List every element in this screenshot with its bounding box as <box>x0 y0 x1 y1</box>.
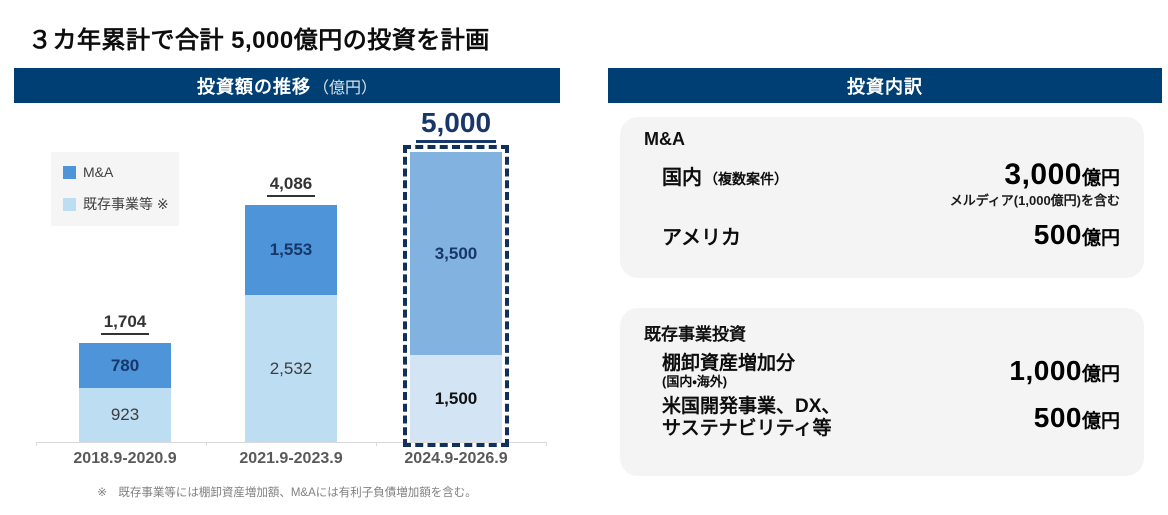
row-value: 500億円 <box>1034 219 1120 251</box>
row-label-sub: （複数案件） <box>704 170 788 187</box>
bar-value-existing: 2,532 <box>269 358 313 378</box>
breakdown-row-us-dx: 米国開発事業、DX、 サステナビリティ等 500億円 <box>644 396 1120 440</box>
bar-total-label: 1,704 <box>45 312 205 336</box>
chart-legend: M&A 既存事業等 ※ <box>51 152 179 226</box>
row-value: 1,000億円 <box>1009 355 1120 387</box>
x-axis-tick <box>376 442 377 446</box>
row-label: 棚卸資産増加分 (国内・海外) <box>662 353 795 390</box>
row-label: 国内 （複数案件） <box>662 161 788 190</box>
bar-segment-existing <box>410 355 502 442</box>
breakdown-row-inventory: 棚卸資産増加分 (国内・海外) 1,000億円 <box>644 353 1120 390</box>
forecast-dashed-outline <box>403 145 509 447</box>
row-value-unit: 億円 <box>1081 410 1120 432</box>
legend-item: M&A <box>63 164 167 180</box>
row-value: 3,000億円 <box>1004 158 1120 192</box>
chart-footnote: ※ 既存事業等には棚卸資産増加額、M&Aには有利子負債増加額を含む。 <box>97 487 477 499</box>
row-value-number: 3,000 <box>1004 158 1082 191</box>
x-axis-tick <box>546 442 547 446</box>
row-value-unit: 億円 <box>1081 364 1120 386</box>
row-label-main: 国内 <box>662 166 702 189</box>
legend-item: 既存事業等 ※ <box>63 194 169 214</box>
bar-total-label: 4,086 <box>211 174 371 198</box>
section-heading: M&A <box>644 129 685 149</box>
bar-total-value: 4,086 <box>266 174 316 198</box>
bar-segment-existing <box>79 388 171 442</box>
bar-total-value: 5,000 <box>415 107 497 143</box>
x-axis-category-label: 2018.9-2020.9 <box>73 450 177 467</box>
bar-segment-ma <box>79 343 171 389</box>
legend-swatch-icon <box>63 197 76 211</box>
bar-segment-ma <box>245 205 337 296</box>
breakdown-row-domestic: 国内 （複数案件） 3,000億円 <box>644 158 1120 192</box>
breakdown-row-america: アメリカ 500億円 <box>644 219 1120 251</box>
breakdown-panel-header: 投資内訳 <box>608 68 1162 103</box>
legend-swatch-icon <box>63 165 76 179</box>
x-axis-tick <box>36 442 37 446</box>
bar-value-ma: 3,500 <box>434 243 478 263</box>
bar-total-label: 5,000 <box>376 107 536 143</box>
bar-segment-existing <box>245 295 337 442</box>
row-value: 500億円 <box>1034 402 1120 434</box>
stacked-bar-chart: M&A 既存事業等 ※ ※ 既存事業等には棚卸資産増加額、M&Aには有利子負債増加… <box>14 103 560 508</box>
bar-total-value: 1,704 <box>100 312 150 336</box>
row-label-sub: (国内・海外) <box>662 373 728 389</box>
bar-value-ma: 1,553 <box>269 240 313 260</box>
x-axis-line <box>36 442 546 443</box>
x-axis-tick <box>206 442 207 446</box>
bar-value-existing: 1,500 <box>434 388 478 408</box>
section-heading: 既存事業投資 <box>644 325 746 344</box>
page-title: ３カ年累計で合計 5,000億円の投資を計画 <box>28 27 490 54</box>
row-note: メルディア(1,000億円)を含む <box>949 193 1120 208</box>
breakdown-panel-title: 投資内訳 <box>847 76 923 97</box>
row-label-main: 米国開発事業、DX、 <box>662 395 841 417</box>
x-axis-category-label: 2024.9-2026.9 <box>404 450 508 467</box>
row-value-number: 500 <box>1033 401 1082 433</box>
breakdown-section-existing: 既存事業投資 棚卸資産増加分 (国内・海外) 1,000億円 米国開発事業、DX… <box>620 308 1144 476</box>
row-label-line2: サステナビリティ等 <box>662 417 832 439</box>
chart-panel-header: 投資額の推移 （億円） <box>14 68 560 103</box>
bar-value-ma: 780 <box>110 355 140 375</box>
row-label: アメリカ <box>662 221 741 250</box>
row-value-unit: 億円 <box>1081 228 1120 249</box>
breakdown-section-ma: M&A 国内 （複数案件） 3,000億円 メルディア(1,000億円)を含む ア… <box>620 117 1144 278</box>
row-label: 米国開発事業、DX、 サステナビリティ等 <box>662 396 840 440</box>
row-value-unit: 億円 <box>1081 168 1120 189</box>
row-label-main: アメリカ <box>662 226 741 249</box>
row-label-main: 棚卸資産増加分 <box>662 353 796 374</box>
chart-panel-title: 投資額の推移 <box>196 76 311 97</box>
row-value-number: 500 <box>1033 219 1082 250</box>
x-axis-category-label: 2021.9-2023.9 <box>239 450 343 467</box>
legend-label: 既存事業等 ※ <box>83 196 169 212</box>
legend-label: M&A <box>83 164 114 180</box>
bar-value-existing: 923 <box>110 405 140 425</box>
row-value-number: 1,000 <box>1009 355 1082 387</box>
bar-segment-ma <box>410 152 502 355</box>
chart-panel-unit: （億円） <box>312 79 377 97</box>
